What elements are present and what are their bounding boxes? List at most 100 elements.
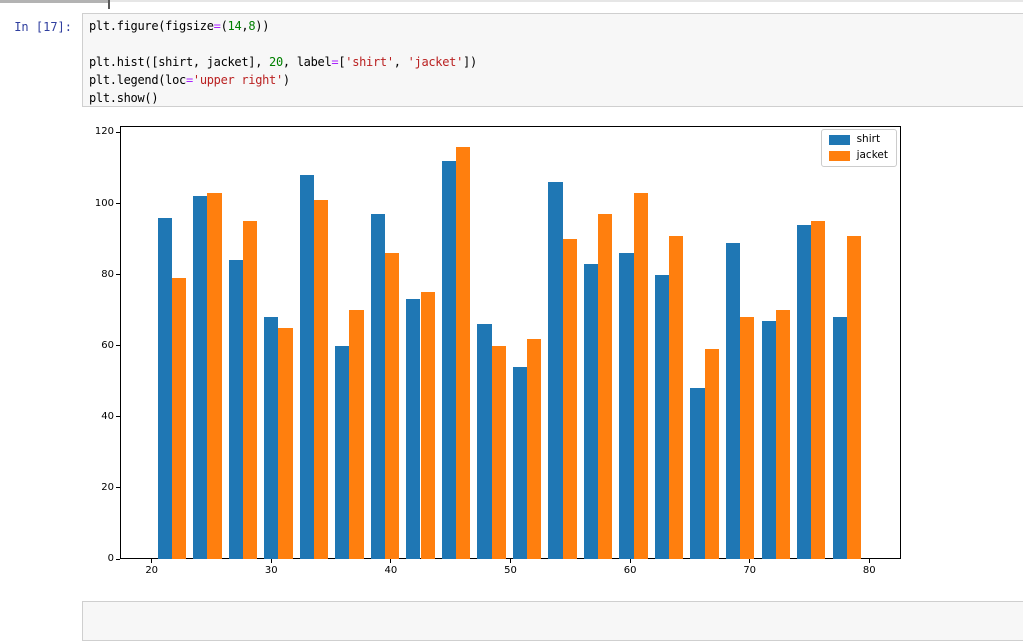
code-token-p: ( — [220, 19, 228, 33]
x-tick-mark — [510, 559, 511, 563]
histogram-bar-shirt — [619, 253, 634, 559]
previous-cell-divider-left — [0, 0, 109, 3]
code-token-p: ]) — [463, 55, 477, 69]
histogram-bar-shirt — [797, 224, 812, 559]
code-token-p: ) — [282, 73, 290, 87]
histogram-bar-shirt — [299, 175, 314, 559]
code-token-p: plt.figure(figsize — [89, 19, 214, 33]
histogram-bar-jacket — [669, 235, 684, 559]
legend-label: shirt — [856, 133, 881, 145]
histogram-bar-jacket — [562, 239, 577, 559]
histogram-bar-jacket — [171, 278, 187, 559]
legend-swatch-icon — [828, 134, 850, 145]
histogram-bar-shirt — [406, 299, 421, 559]
x-tick-label: 40 — [384, 565, 398, 576]
code-line: plt.legend(loc='upper right') — [89, 71, 477, 89]
histogram-bar-jacket — [491, 345, 506, 559]
histogram-bar-jacket — [349, 310, 364, 559]
code-token-str: 'shirt' — [345, 55, 394, 69]
code-line: plt.hist([shirt, jacket], 20, label=['sh… — [89, 53, 477, 71]
code-token-str: 'jacket' — [407, 55, 464, 69]
histogram-bar-shirt — [157, 217, 172, 559]
histogram-bar-shirt — [583, 263, 599, 559]
y-tick-mark — [116, 558, 120, 560]
x-tick-mark — [868, 559, 870, 563]
histogram-bar-shirt — [512, 367, 528, 559]
x-tick-mark — [749, 559, 751, 563]
input-prompt: In [17]: — [14, 20, 72, 34]
code-token-str: 'upper right' — [192, 73, 283, 87]
y-tick-mark — [116, 345, 120, 347]
histogram-bar-jacket — [704, 349, 719, 559]
y-tick-label: 40 — [101, 410, 114, 422]
code-token-p: , — [241, 19, 249, 33]
x-tick-mark — [270, 559, 272, 563]
code-token-op: = — [213, 19, 221, 33]
y-tick-mark — [116, 487, 120, 489]
code-token-op: = — [331, 55, 339, 69]
histogram-bar-shirt — [548, 182, 563, 559]
previous-cell-divider-tick — [108, 0, 110, 9]
y-tick-label: 20 — [101, 481, 114, 493]
y-tick-label: 0 — [107, 553, 114, 564]
y-tick-label: 80 — [101, 268, 114, 280]
code-token-p: [ — [338, 55, 346, 69]
histogram-bar-shirt — [193, 196, 208, 559]
y-tick-mark — [116, 131, 120, 133]
y-tick-label: 120 — [94, 126, 114, 138]
code-cell[interactable]: plt.figure(figsize=(14,8)) plt.hist([shi… — [82, 13, 1023, 107]
histogram-bar-jacket — [420, 292, 435, 559]
y-tick-mark — [116, 203, 120, 204]
histogram-bar-jacket — [598, 214, 613, 559]
previous-cell-divider — [0, 0, 1023, 2]
histogram-bar-shirt — [832, 317, 847, 559]
x-tick-label: 30 — [264, 565, 278, 576]
plot-area: 20 30 40 50 60 70 80 0 20 40 60 80 100 120 shirt jacket — [95, 126, 901, 576]
code-token-p: plt.legend(loc — [89, 73, 186, 87]
histogram-bar-jacket — [278, 327, 293, 559]
histogram-bar-shirt — [654, 274, 670, 559]
code-token-p: , — [393, 55, 408, 69]
x-tick-mark — [151, 559, 153, 563]
histogram-bar-jacket — [242, 221, 258, 559]
chart-legend: shirt jacket — [820, 129, 897, 167]
histogram-bar-jacket — [740, 317, 755, 559]
histogram-bar-jacket — [207, 192, 222, 559]
code-editor[interactable]: plt.figure(figsize=(14,8)) plt.hist([shi… — [89, 17, 477, 107]
histogram-bar-shirt — [477, 324, 492, 559]
code-token-op: = — [185, 73, 193, 87]
histogram-bar-shirt — [761, 320, 776, 559]
code-token-p: plt.show() — [89, 91, 159, 105]
histogram-bar-jacket — [384, 253, 400, 559]
x-tick-label: 70 — [743, 565, 757, 576]
histogram-bar-jacket — [313, 199, 329, 559]
legend-label: jacket — [856, 149, 888, 161]
histogram-bar-jacket — [775, 310, 790, 559]
x-tick-label: 50 — [504, 565, 517, 576]
y-tick-label: 100 — [94, 197, 114, 209]
next-cell-input[interactable] — [82, 601, 1023, 641]
code-token-num: 14 — [227, 19, 242, 33]
code-token-p: , label — [282, 55, 332, 69]
histogram-bar-jacket — [527, 338, 542, 559]
histogram-bar-shirt — [335, 345, 350, 559]
histogram-bar-jacket — [456, 146, 471, 559]
code-token-num: 8 — [248, 19, 256, 33]
histogram-bar-shirt — [370, 214, 385, 559]
legend-item-jacket: jacket — [828, 149, 888, 161]
x-tick-label: 20 — [145, 565, 159, 576]
histogram-bar-shirt — [690, 388, 705, 559]
histogram-bar-jacket — [846, 235, 861, 559]
code-line — [89, 35, 477, 53]
x-tick-label: 80 — [862, 565, 876, 576]
y-tick-label: 60 — [101, 339, 114, 351]
histogram-bar-jacket — [633, 192, 648, 559]
histogram-bar-shirt — [264, 317, 279, 559]
x-tick-label: 60 — [623, 565, 637, 576]
histogram-bar-jacket — [811, 221, 826, 559]
code-line: plt.show() — [89, 89, 477, 107]
legend-swatch-icon — [828, 150, 850, 161]
histogram-bar-shirt — [725, 242, 741, 559]
code-line: plt.figure(figsize=(14,8)) — [89, 17, 477, 35]
x-tick-mark — [629, 559, 631, 563]
